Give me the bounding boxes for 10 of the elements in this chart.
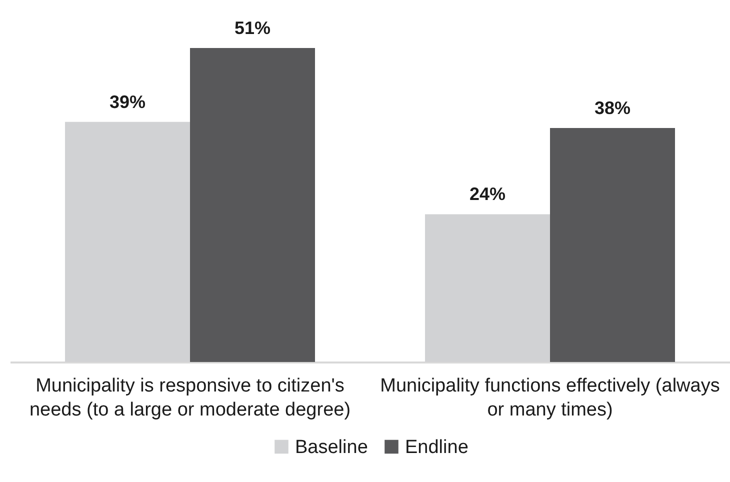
data-label: 39% — [109, 92, 146, 112]
data-label: 38% — [594, 98, 631, 118]
bar — [190, 48, 315, 362]
bar — [550, 128, 675, 362]
legend-label: Endline — [405, 436, 468, 458]
x-tick-label: Municipality is responsive to citizen's needs (to a large or moderate degree) — [29, 376, 351, 420]
data-label: 24% — [469, 184, 506, 204]
data-label: 51% — [234, 18, 271, 38]
legend-label: Baseline — [295, 436, 368, 458]
x-tick-label: Municipality functions effectively (always or many times) — [380, 376, 720, 420]
